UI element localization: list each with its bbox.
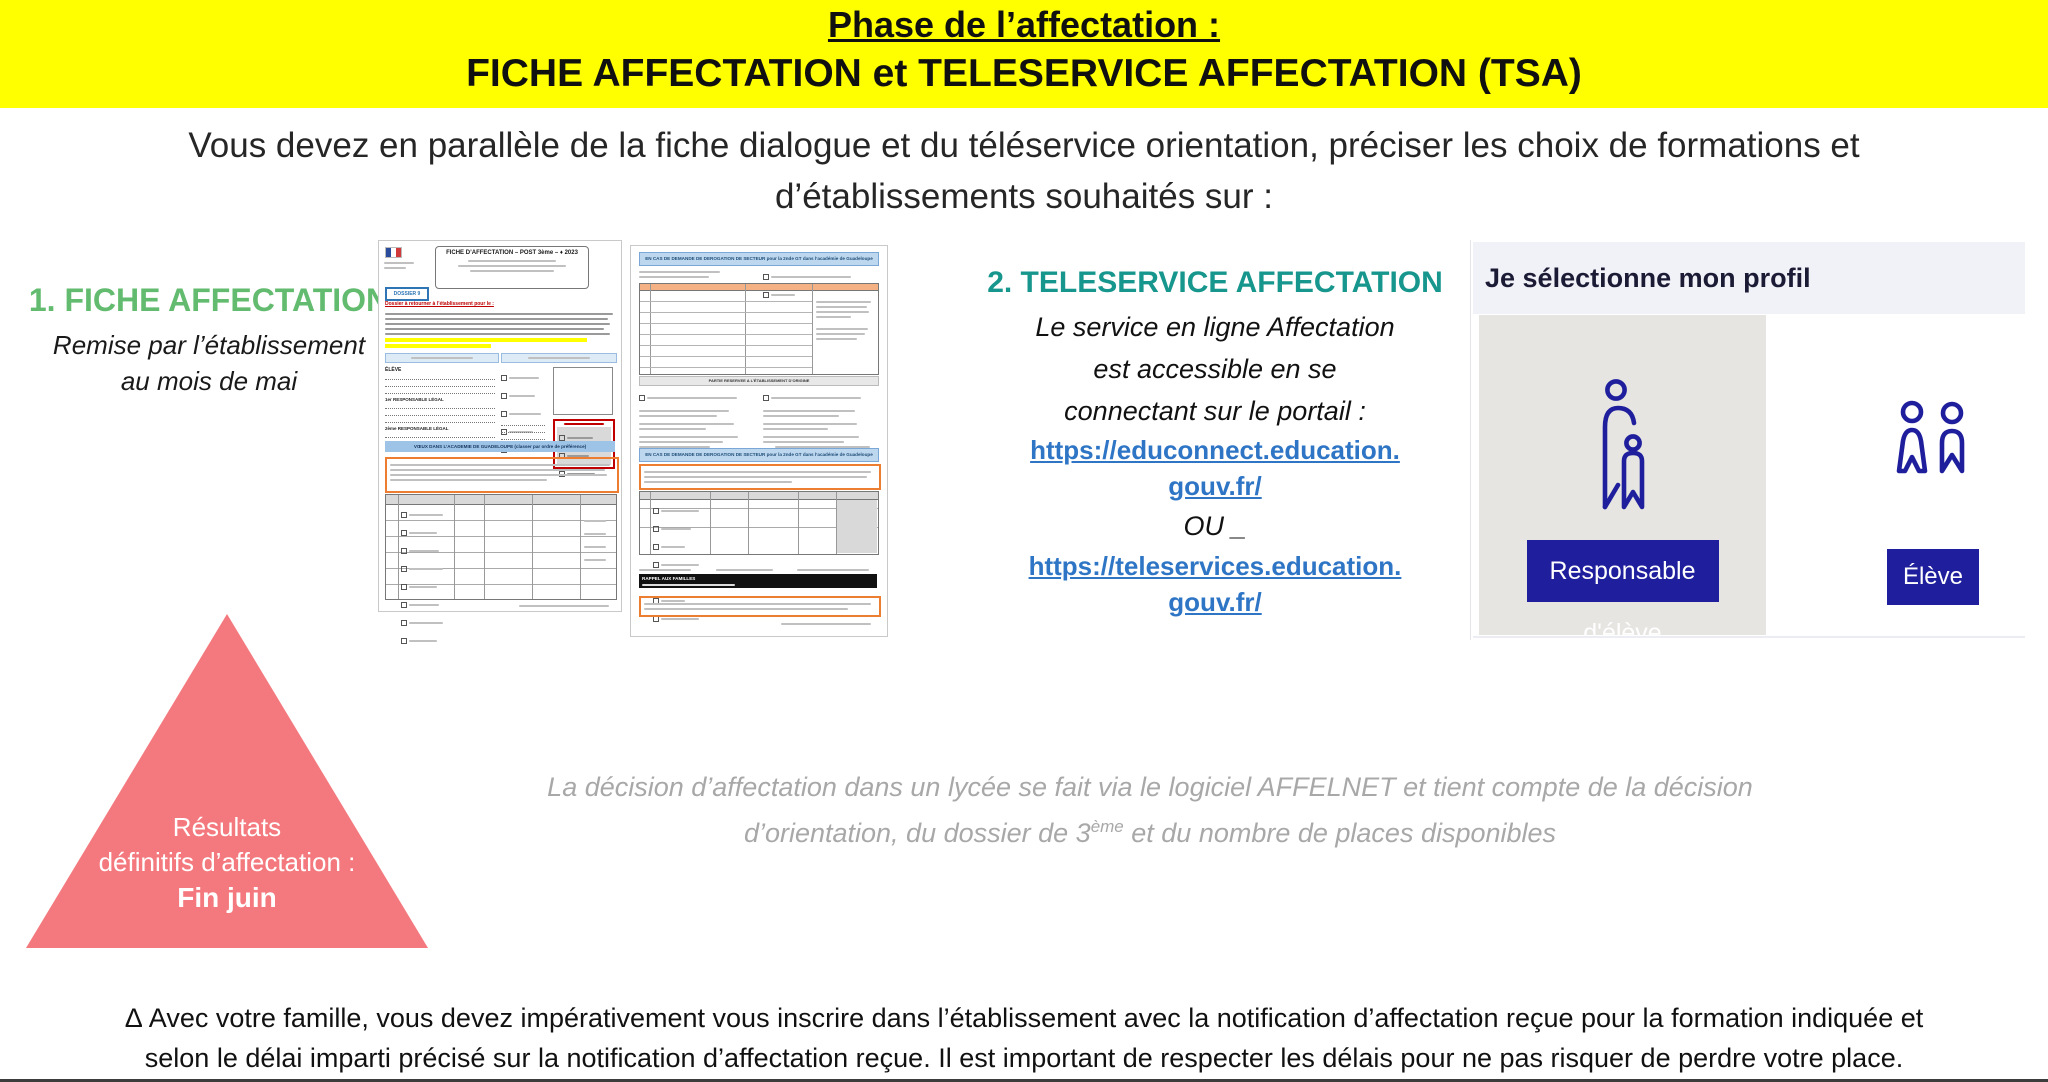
ministry-logo xyxy=(385,247,402,258)
slide-bottom-edge xyxy=(0,1079,2048,1082)
origin-class-column xyxy=(501,367,615,477)
intro-text: Vous devez en parallèle de la fiche dial… xyxy=(0,120,2048,222)
banner-title-line1: Phase de l’affectation : xyxy=(827,4,1221,45)
results-triangle-text: Résultats définitifs d’affectation : Fin… xyxy=(26,810,428,915)
title-banner: Phase de l’affectation : FICHE AFFECTATI… xyxy=(0,0,2048,108)
page2-footer-line xyxy=(781,623,871,625)
profile-card-responsable[interactable]: Responsable d'élève xyxy=(1479,315,1766,647)
affelnet-line2: d’orientation, du dossier de 3ème et du … xyxy=(743,817,1557,848)
teleservice-description: Le service en ligne Affectation est acce… xyxy=(1035,312,1395,426)
footer-warning-line1: Δ Avec votre famille, vous devez impérat… xyxy=(124,1003,1924,1033)
intro-line1: Vous devez en parallèle de la fiche dial… xyxy=(188,126,1860,165)
footer-warning: Δ Avec votre famille, vous devez impérat… xyxy=(0,998,2048,1078)
or-label: OU _ xyxy=(1183,511,1247,541)
results-date: Fin juin xyxy=(177,882,277,913)
page1-footer-line xyxy=(519,605,609,607)
educonnect-link[interactable]: https://educonnect.education. gouv.fr/ xyxy=(1030,435,1400,501)
student-identity-fields: ÉLÈVE 1er RESPONSABLE LÉGAL 2ème RESPONS… xyxy=(385,367,495,452)
responsable-button[interactable]: Responsable d'élève xyxy=(1526,540,1719,647)
fiche-affectation-thumbnail-page2: EN CAS DE DEMANDE DE DEROGATION DE SECTE… xyxy=(630,245,888,637)
voeux-table-2 xyxy=(639,491,879,622)
footer-warning-line2: selon le délai imparti précisé sur la no… xyxy=(144,1043,1904,1073)
logo-caption-lines xyxy=(384,259,418,272)
form-title-box: FICHE D’AFFECTATION – POST 3ème – ♦ 2023 xyxy=(435,246,589,289)
derogation-band-2: EN CAS DE DEMANDE DE DEROGATION DE SECTE… xyxy=(639,448,879,462)
teleservice-section: 2. TELESERVICE AFFECTATION Le service en… xyxy=(982,266,1448,620)
reserved-band: PARTIE RESERVEE A L’ÉTABLISSEMENT D’ORIG… xyxy=(639,376,879,386)
intro-line2: d’établissements souhaités sur : xyxy=(774,177,1274,216)
dossier-badge: DOSSIER 9 xyxy=(385,287,429,301)
fiche-subtext: Remise par l’établissement au mois de ma… xyxy=(52,330,366,396)
rappel-band: RAPPEL AUX FAMILLES xyxy=(639,574,877,588)
fiche-heading: 1. FICHE AFFECTATION xyxy=(28,282,390,318)
signature-row-2 xyxy=(639,561,877,579)
date-signature-row xyxy=(639,438,877,456)
geo-zone-lines xyxy=(639,268,755,281)
derogation-table xyxy=(639,283,879,375)
profile-panel-title: Je sélectionne mon profil xyxy=(1485,263,1811,293)
red-return-note: Dossier à retourner à l’établissement po… xyxy=(385,301,494,307)
educonnect-profile-panel: Je sélectionne mon profil Responsable d'… xyxy=(1470,240,2027,647)
panel-divider xyxy=(1473,636,2025,638)
fiche-affectation-thumbnail-page1: FICHE D’AFFECTATION – POST 3ème – ♦ 2023… xyxy=(378,240,622,644)
form-title: FICHE D’AFFECTATION – POST 3ème – ♦ 2023 xyxy=(446,250,578,256)
results-triangle: Résultats définitifs d’affectation : Fin… xyxy=(26,614,428,948)
orange-footer-box xyxy=(639,596,881,617)
motifs-left-column xyxy=(639,389,751,446)
fiche-affectation-section: 1. FICHE AFFECTATION Remise par l’établi… xyxy=(8,282,410,399)
teleservice-heading: 2. TELESERVICE AFFECTATION xyxy=(987,266,1443,299)
banner-title-line2: FICHE AFFECTATION et TELESERVICE AFFECTA… xyxy=(466,52,1582,95)
orange-instructions-box xyxy=(385,457,619,493)
profile-card-eleve[interactable]: Élève xyxy=(1791,315,2025,635)
students-icon xyxy=(1896,400,1965,474)
form-intro-paragraph xyxy=(385,310,615,350)
parent-child-icon xyxy=(1602,379,1644,510)
voeux-band: VŒUX DANS L’ACADEMIE DE GUADELOUPE (clas… xyxy=(385,441,615,452)
voeux-table xyxy=(385,494,617,644)
school-header-cell xyxy=(501,353,617,363)
affelnet-note: La décision d’affectation dans un lycée … xyxy=(420,768,1880,853)
teleservices-link[interactable]: https://teleservices.education. gouv.fr/ xyxy=(1028,551,1402,617)
orange-note-box xyxy=(639,464,881,490)
eleve-button[interactable]: Élève xyxy=(1887,549,1979,605)
affelnet-line1: La décision d’affectation dans un lycée … xyxy=(547,772,1753,802)
school-stamp-box xyxy=(553,367,613,415)
motifs-right-column xyxy=(763,389,875,446)
derogation-band-1: EN CAS DE DEMANDE DE DEROGATION DE SECTE… xyxy=(639,252,879,266)
family-header-cell xyxy=(385,353,499,363)
profile-panel-header: Je sélectionne mon profil xyxy=(1473,242,2025,314)
